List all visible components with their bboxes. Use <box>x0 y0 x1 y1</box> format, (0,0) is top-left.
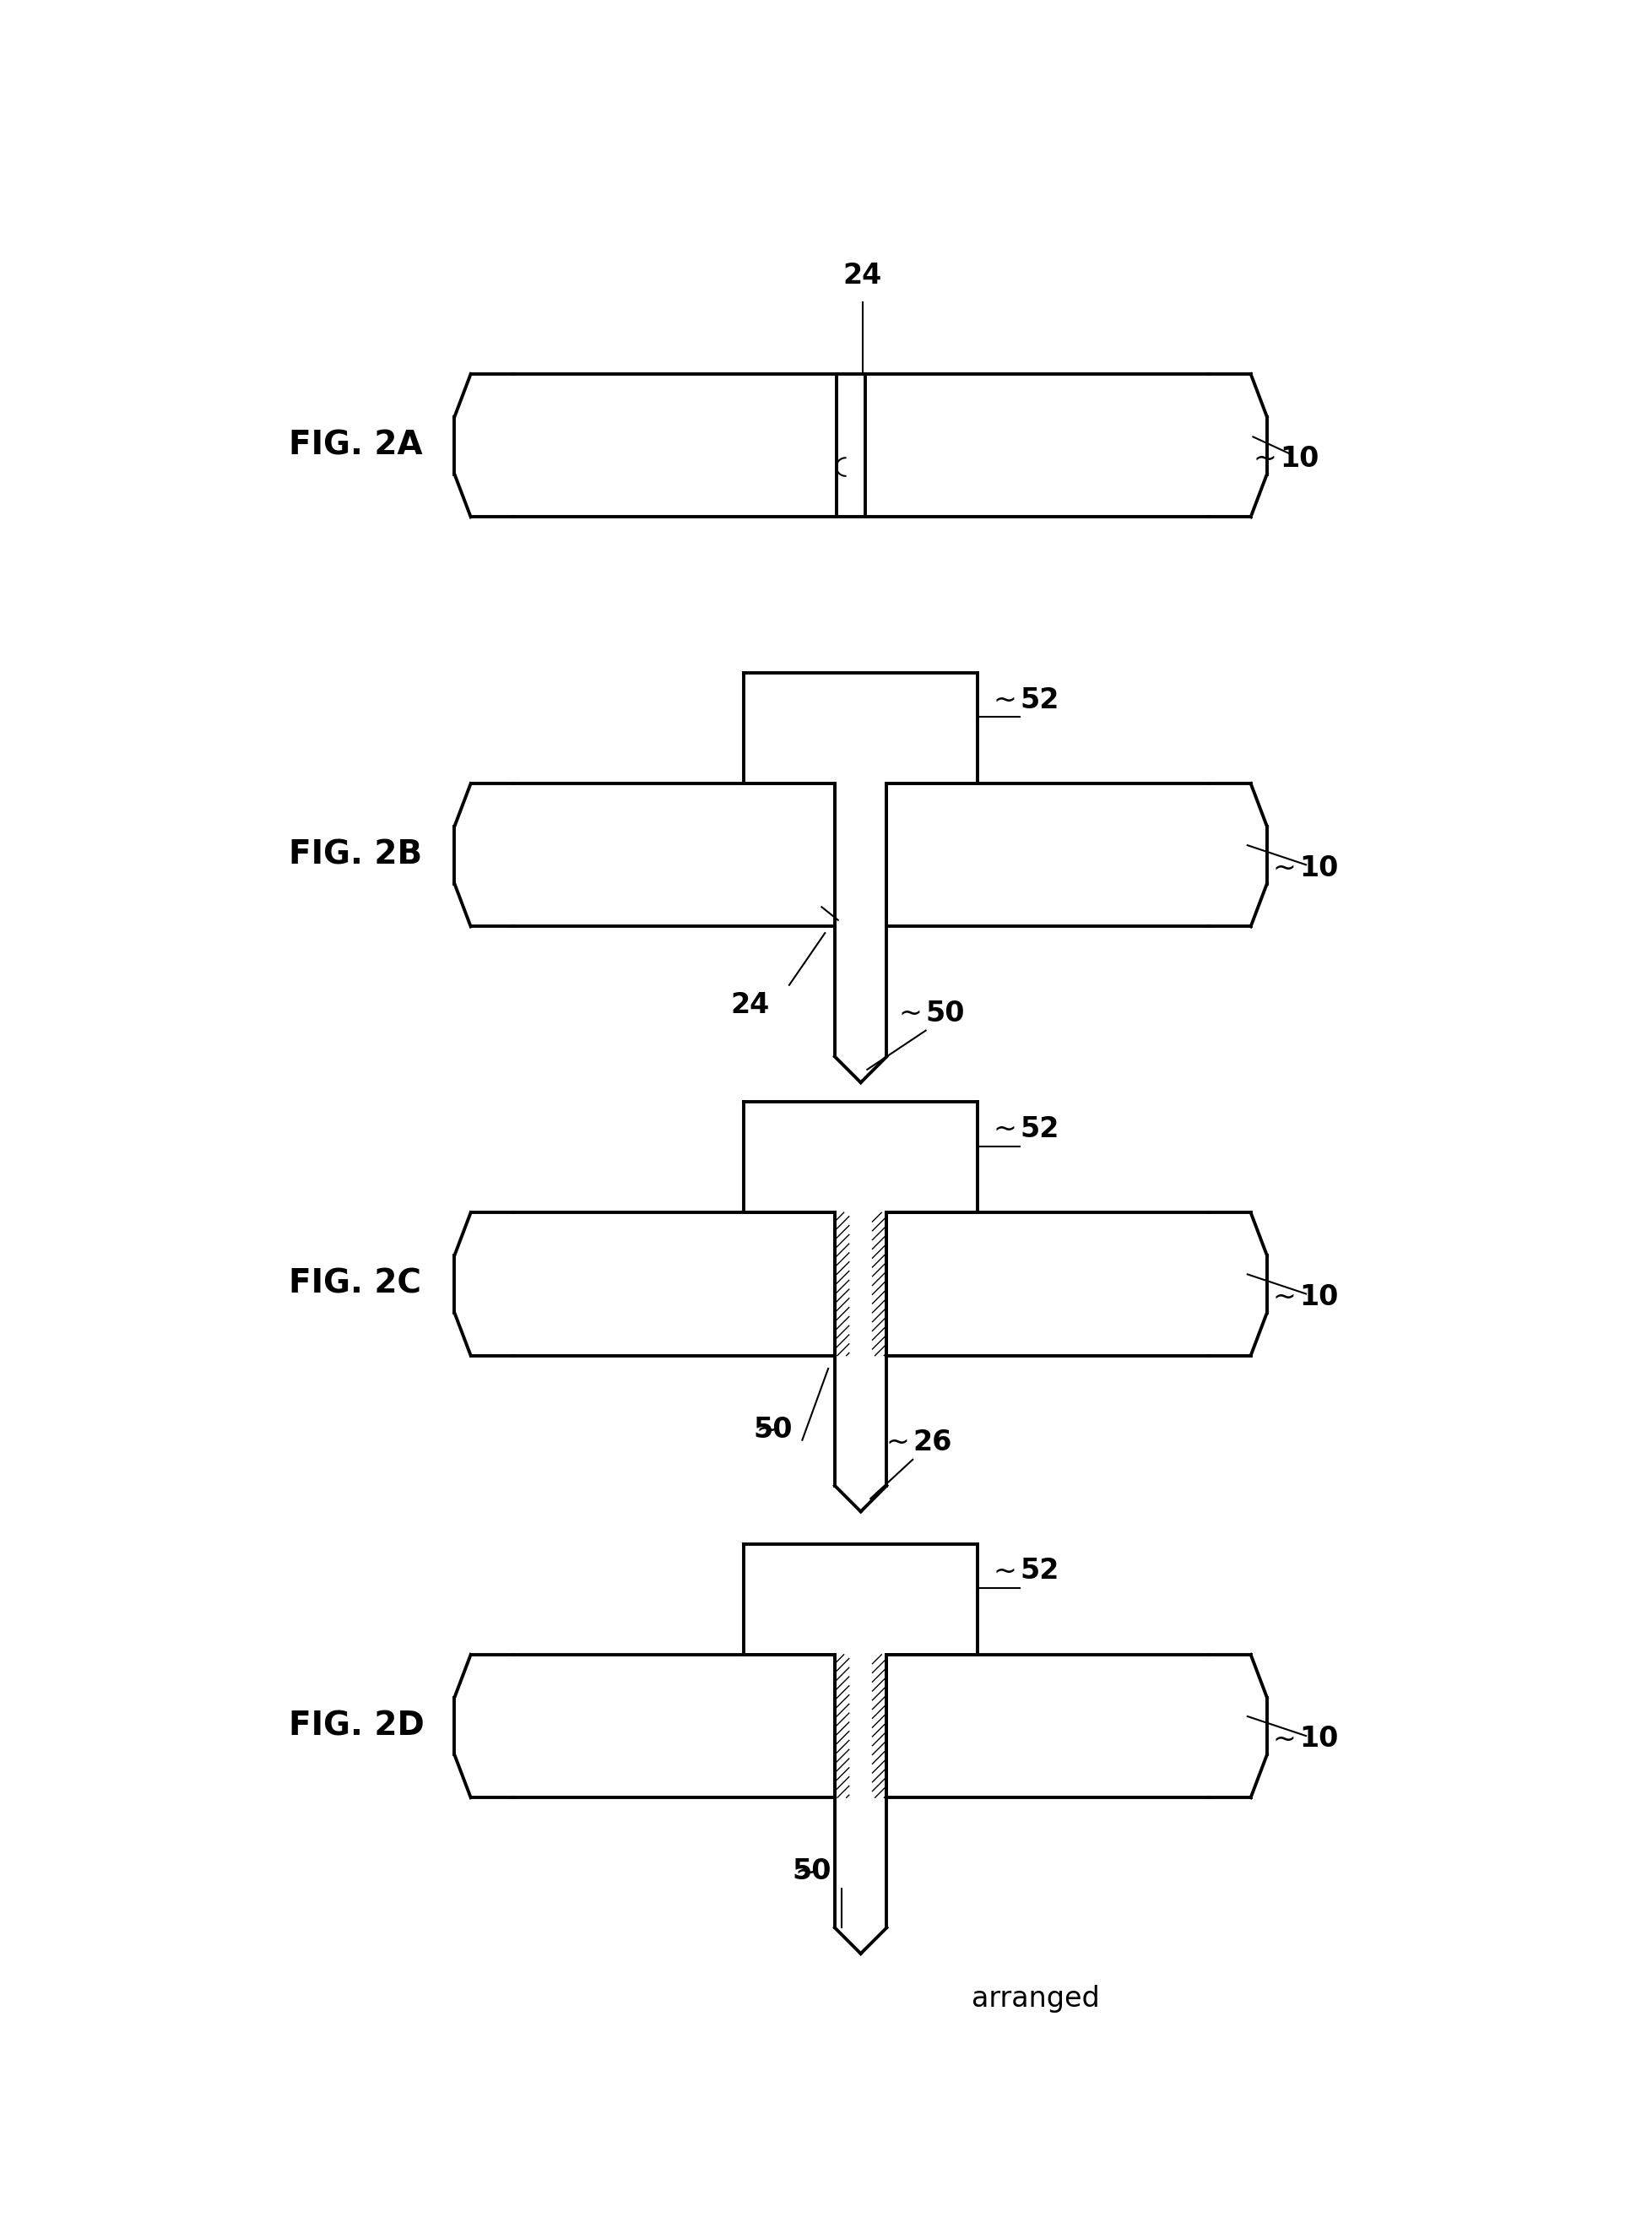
Text: 10: 10 <box>1298 854 1338 882</box>
Text: ~: ~ <box>885 1428 909 1457</box>
Text: ~: ~ <box>1272 1725 1295 1754</box>
Text: ~: ~ <box>1272 1284 1295 1310</box>
Text: FIG. 2A: FIG. 2A <box>289 430 423 461</box>
Text: ~: ~ <box>795 1858 818 1884</box>
Text: arranged: arranged <box>971 1984 1099 2013</box>
Text: ~: ~ <box>1272 854 1295 882</box>
Text: ~: ~ <box>993 685 1016 714</box>
Text: 52: 52 <box>1019 685 1059 714</box>
Text: 10: 10 <box>1279 446 1318 472</box>
Text: 52: 52 <box>1019 1556 1059 1585</box>
Text: 50: 50 <box>791 1858 831 1884</box>
Text: 24: 24 <box>730 991 770 1020</box>
Text: 24: 24 <box>843 262 882 290</box>
Text: 52: 52 <box>1019 1115 1059 1144</box>
Text: FIG. 2C: FIG. 2C <box>289 1268 421 1299</box>
Text: FIG. 2B: FIG. 2B <box>289 838 421 871</box>
Text: ~: ~ <box>1252 446 1275 472</box>
Text: ~: ~ <box>993 1556 1016 1585</box>
Text: 10: 10 <box>1298 1725 1338 1754</box>
Text: 10: 10 <box>1298 1284 1338 1310</box>
Text: FIG. 2D: FIG. 2D <box>289 1709 425 1743</box>
Text: 50: 50 <box>925 1000 965 1026</box>
Text: ~: ~ <box>899 1000 922 1026</box>
Text: 50: 50 <box>753 1414 791 1443</box>
Text: ~: ~ <box>755 1414 780 1443</box>
Text: 26: 26 <box>912 1428 952 1457</box>
Text: ~: ~ <box>993 1115 1016 1144</box>
